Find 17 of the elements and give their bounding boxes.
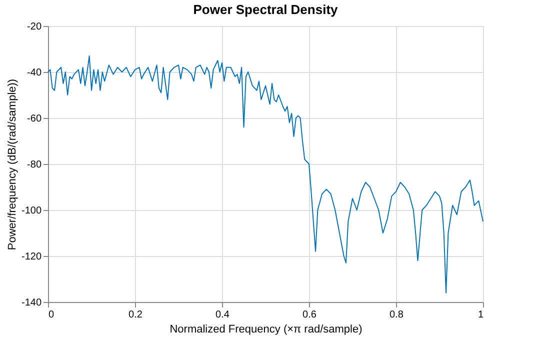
x-tick-label: 0 [48,310,54,320]
x-tick-label: 0.6 [302,310,317,320]
x-tick-label: 1 [478,310,484,320]
y-tick-label: -40 [27,68,42,78]
x-axis-title: Normalized Frequency (×π rad/sample) [170,324,362,336]
y-tick-label: -100 [21,206,42,216]
y-tick-label: -60 [27,114,42,124]
y-axis-title: Power/frequency (dB/(rad/sample)) [6,78,18,250]
x-tick-label: 0.2 [128,310,143,320]
x-tick-label: 0.4 [216,310,230,320]
line-series [48,55,484,294]
y-tick-label: -20 [27,22,42,32]
x-tick-label: 0.8 [390,310,404,320]
y-tick-label: -140 [21,298,42,308]
y-tick-label: -80 [27,160,42,170]
chart-title: Power Spectral Density [193,2,339,17]
y-tick-label: -120 [21,252,42,262]
